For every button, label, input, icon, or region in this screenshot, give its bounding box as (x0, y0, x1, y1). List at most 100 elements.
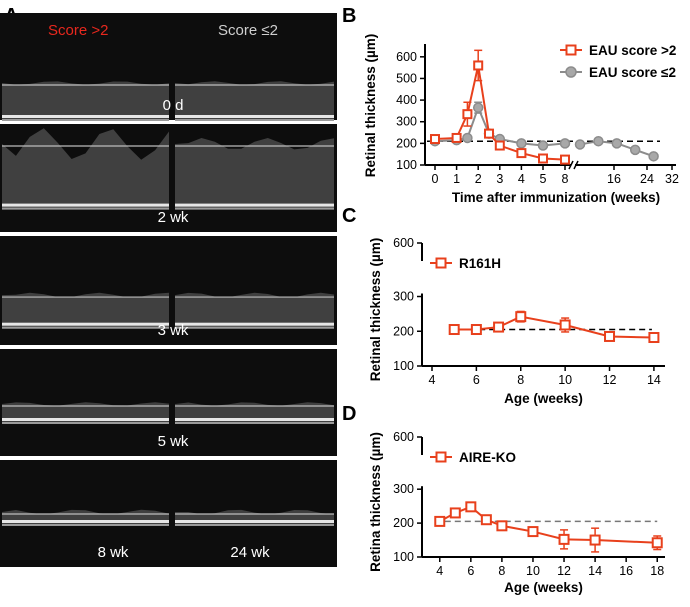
panel-d-letter: D (342, 403, 356, 425)
rpe-band (175, 322, 334, 326)
data-point-square (560, 154, 570, 165)
x-tick-label: 4 (518, 172, 525, 186)
x-tick-label: 16 (607, 172, 621, 186)
retina-layer (2, 292, 169, 329)
x-tick-label: 8 (517, 373, 524, 387)
data-point-square (527, 526, 539, 538)
x-tick-label: 0 (432, 172, 439, 186)
rpe-band (175, 115, 334, 118)
oct-row: 0 d (0, 13, 337, 121)
legend-label: AIRE-KO (459, 450, 516, 465)
score-high-header: Score >2 (48, 22, 108, 39)
oct-time-label: 2 wk (158, 209, 189, 226)
legend: AIRE-KO (430, 450, 516, 465)
x-tick-label: 2 (475, 172, 482, 186)
data-point-square (604, 330, 616, 342)
data-point-square (558, 533, 570, 545)
x-tick-label: 8 (562, 172, 569, 186)
oct-time-label-right: 24 wk (230, 544, 270, 561)
x-tick-label: 1 (453, 172, 460, 186)
data-point-square (480, 514, 492, 526)
data-point-square (435, 451, 447, 463)
x-tick-label: 4 (436, 564, 443, 578)
rpe-band (2, 115, 169, 118)
data-point-square (449, 507, 461, 519)
data-point-circle (648, 151, 659, 162)
choroid-band (175, 326, 334, 329)
x-tick-label: 12 (603, 373, 617, 387)
x-axis-title: Age (weeks) (504, 580, 583, 595)
retina-layer (2, 81, 169, 121)
data-point-square (494, 140, 505, 151)
choroid-band (175, 119, 334, 121)
y-tick-label: 500 (396, 71, 417, 85)
data-point-circle (537, 140, 549, 151)
choroid-band (2, 524, 169, 526)
x-tick-label: 14 (588, 564, 602, 578)
oct-time-label: 8 wk (98, 544, 129, 561)
panel-b-letter: B (342, 5, 356, 27)
data-point-square (465, 501, 477, 513)
data-point-circle (516, 138, 527, 149)
y-axis-title: Retina thickness (µm) (368, 432, 383, 572)
choroid-band (175, 422, 334, 424)
x-tick-label: 32 (665, 172, 679, 186)
data-point-square (538, 153, 548, 164)
oct-time-label: 5 wk (158, 433, 189, 450)
rpe-band (2, 418, 169, 421)
series-line (454, 315, 654, 339)
data-point-square (589, 534, 601, 546)
y-tick-label: 200 (393, 324, 414, 338)
y-axis-title: Retinal thickness (µm) (363, 34, 378, 178)
data-point-circle (611, 138, 623, 149)
x-tick-label: 14 (647, 373, 661, 387)
y-tick-label: 100 (396, 158, 417, 172)
y-tick-label: 300 (393, 482, 414, 496)
y-tick-label: 100 (393, 550, 414, 564)
choroid-band (2, 207, 169, 210)
data-point-square (648, 332, 660, 344)
axis-break-mark (573, 160, 579, 170)
rpe-band (175, 520, 334, 523)
rpe-band (2, 322, 169, 326)
data-point-square (435, 257, 447, 269)
x-tick-label: 10 (558, 373, 572, 387)
data-point-square (565, 44, 577, 56)
data-point-square (434, 515, 446, 527)
data-point-square (516, 148, 527, 159)
x-tick-label: 3 (496, 172, 503, 186)
rpe-band (175, 203, 334, 207)
data-point-circle (629, 144, 641, 156)
data-point-circle (574, 139, 586, 150)
data-point-circle (565, 66, 577, 78)
x-tick-label: 6 (473, 373, 480, 387)
legend: EAU score >2 EAU score ≤2 (560, 43, 676, 80)
x-tick-label: 8 (498, 564, 505, 578)
data-point-square (515, 311, 527, 323)
x-tick-label: 5 (540, 172, 547, 186)
legend-label: EAU score ≤2 (589, 65, 676, 80)
legend-label: EAU score >2 (589, 43, 676, 58)
y-tick-label: 600 (396, 50, 417, 64)
x-axis-title: Age (weeks) (504, 391, 583, 406)
data-point-square (451, 132, 462, 143)
choroid-band (175, 524, 334, 526)
rpe-band (2, 520, 169, 523)
x-tick-label: 6 (467, 564, 474, 578)
data-point-circle (472, 102, 484, 113)
data-point-square (470, 324, 482, 336)
legend-label: R161H (459, 256, 501, 271)
data-point-circle (559, 138, 571, 149)
choroid-band (175, 207, 334, 210)
x-tick-label: 18 (650, 564, 664, 578)
data-point-square (496, 520, 508, 532)
data-point-circle (593, 135, 604, 147)
panel-a-oct-images: 0 d 2 wk 3 wk 5 wk 8 wk 24 wk Score >2 Score ≤2 (0, 13, 337, 567)
rpe-band (175, 418, 334, 421)
oct-row: 3 wk (0, 236, 337, 345)
y-tick-label: 200 (396, 136, 417, 150)
y-tick-label: 600 (393, 430, 414, 444)
data-point-square (448, 324, 460, 336)
y-tick-label: 300 (393, 290, 414, 304)
